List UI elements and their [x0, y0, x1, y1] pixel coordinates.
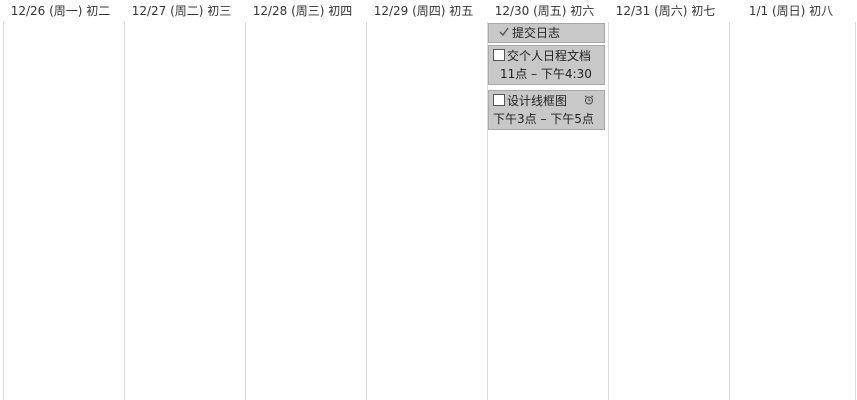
event-task[interactable]: 交个人日程文档 11点 – 下午4:30: [488, 45, 605, 85]
event-title: 设计线框图: [507, 94, 568, 108]
day-header-thu[interactable]: 12/29 (周四) 初五: [373, 4, 474, 18]
event-checkbox[interactable]: [493, 49, 505, 61]
week-grid: 提交日志 交个人日程文档 11点 – 下午4:30 设计线框图 下午3点 – 下…: [3, 22, 857, 400]
day-header-wed[interactable]: 12/28 (周三) 初四: [252, 4, 353, 18]
day-header-fri[interactable]: 12/30 (周五) 初六: [494, 4, 595, 18]
event-title: 提交日志: [512, 26, 561, 40]
day-header-sat[interactable]: 12/31 (周六) 初七: [615, 4, 716, 18]
day-column-thu[interactable]: [366, 22, 487, 400]
alarm-clock-icon: [584, 94, 594, 105]
day-column-mon[interactable]: [3, 22, 124, 400]
day-column-wed[interactable]: [245, 22, 366, 400]
day-header-mon[interactable]: 12/26 (周一) 初二: [10, 4, 111, 18]
event-title: 交个人日程文档: [507, 49, 592, 63]
day-column-sun[interactable]: [729, 22, 856, 400]
event-checkbox[interactable]: [493, 94, 505, 106]
day-header-sun[interactable]: 1/1 (周日) 初八: [748, 4, 834, 18]
day-column-tue[interactable]: [124, 22, 245, 400]
day-column-sat[interactable]: [608, 22, 729, 400]
event-completed[interactable]: 提交日志: [488, 23, 605, 43]
event-time: 11点 – 下午4:30: [500, 67, 592, 81]
day-header-tue[interactable]: 12/27 (周二) 初三: [131, 4, 232, 18]
week-header: 12/26 (周一) 初二 12/27 (周二) 初三 12/28 (周三) 初…: [0, 0, 857, 22]
day-column-fri[interactable]: 提交日志 交个人日程文档 11点 – 下午4:30 设计线框图 下午3点 – 下…: [487, 22, 608, 400]
checkmark-icon: [499, 24, 509, 37]
event-time: 下午3点 – 下午5点: [493, 112, 594, 126]
event-task[interactable]: 设计线框图 下午3点 – 下午5点: [488, 90, 605, 130]
